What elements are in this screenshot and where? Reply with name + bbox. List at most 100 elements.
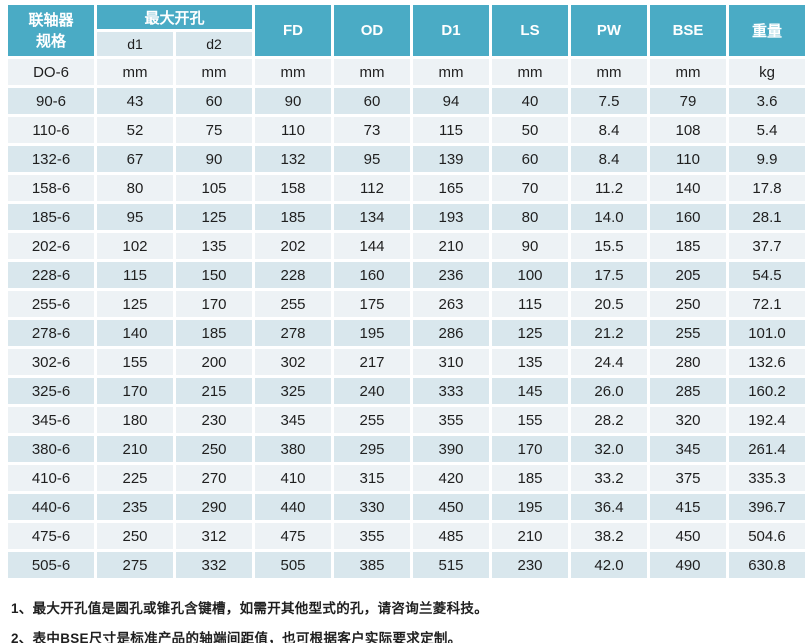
cell: 7.5 <box>571 88 647 114</box>
cell: 475 <box>255 523 331 549</box>
data-row-325-6: 325-6 170 215 325 240 333 145 26.0 285 160.2 <box>8 378 805 404</box>
cell: 115 <box>492 291 568 317</box>
cell: 333 <box>413 378 489 404</box>
cell: 325 <box>255 378 331 404</box>
cell: 100 <box>492 262 568 288</box>
row-label: 110-6 <box>8 117 94 143</box>
cell: 193 <box>413 204 489 230</box>
cell: 43 <box>97 88 173 114</box>
row-label: 278-6 <box>8 320 94 346</box>
cell: 332 <box>176 552 252 578</box>
cell: mm <box>97 59 173 85</box>
cell: 263 <box>413 291 489 317</box>
cell: 450 <box>650 523 726 549</box>
header-coupling-spec: 联轴器 规格 <box>8 5 94 56</box>
cell: 50 <box>492 117 568 143</box>
cell: 415 <box>650 494 726 520</box>
cell: 278 <box>255 320 331 346</box>
cell: 90 <box>176 146 252 172</box>
row-label: 505-6 <box>8 552 94 578</box>
cell: 505 <box>255 552 331 578</box>
cell: 101.0 <box>729 320 805 346</box>
row-label: 475-6 <box>8 523 94 549</box>
cell: 202 <box>255 233 331 259</box>
cell: 280 <box>650 349 726 375</box>
cell: 17.8 <box>729 175 805 201</box>
cell: 185 <box>255 204 331 230</box>
cell: 115 <box>413 117 489 143</box>
cell: 20.5 <box>571 291 647 317</box>
cell: 302 <box>255 349 331 375</box>
cell: 135 <box>492 349 568 375</box>
cell: 420 <box>413 465 489 491</box>
cell: 144 <box>334 233 410 259</box>
cell: 90 <box>255 88 331 114</box>
cell: 250 <box>97 523 173 549</box>
data-row-132-6: 132-6 67 90 132 95 139 60 8.4 110 9.9 <box>8 146 805 172</box>
cell: 215 <box>176 378 252 404</box>
cell: 205 <box>650 262 726 288</box>
data-row-202-6: 202-6 102 135 202 144 210 90 15.5 185 37.7 <box>8 233 805 259</box>
cell: 170 <box>176 291 252 317</box>
cell: 70 <box>492 175 568 201</box>
cell: 80 <box>97 175 173 201</box>
data-row-255-6: 255-6 125 170 255 175 263 115 20.5 250 72.1 <box>8 291 805 317</box>
cell: mm <box>571 59 647 85</box>
header-col-PW: PW <box>571 5 647 56</box>
note-1: 1、最大开孔值是圆孔或锥孔含键槽，如需开其他型式的孔，请咨询兰菱科技。 <box>11 601 489 616</box>
data-row-158-6: 158-6 80 105 158 112 165 70 11.2 140 17.8 <box>8 175 805 201</box>
cell: 261.4 <box>729 436 805 462</box>
cell: 8.4 <box>571 146 647 172</box>
cell: 94 <box>413 88 489 114</box>
cell: 396.7 <box>729 494 805 520</box>
header-col-D1: D1 <box>413 5 489 56</box>
cell: 275 <box>97 552 173 578</box>
header-d2: d2 <box>176 32 252 56</box>
cell: 504.6 <box>729 523 805 549</box>
cell: 36.4 <box>571 494 647 520</box>
cell: 60 <box>334 88 410 114</box>
cell: 515 <box>413 552 489 578</box>
cell: 185 <box>176 320 252 346</box>
cell: 250 <box>650 291 726 317</box>
header-row-2: d1 d2 <box>8 32 805 56</box>
cell: 73 <box>334 117 410 143</box>
cell: 217 <box>334 349 410 375</box>
cell: 32.0 <box>571 436 647 462</box>
data-row-345-6: 345-6 180 230 345 255 355 155 28.2 320 192.4 <box>8 407 805 433</box>
cell: 295 <box>334 436 410 462</box>
cell: 390 <box>413 436 489 462</box>
cell: 75 <box>176 117 252 143</box>
cell: 185 <box>650 233 726 259</box>
cell: 105 <box>176 175 252 201</box>
data-row-90-6: 90-6 43 60 90 60 94 40 7.5 79 3.6 <box>8 88 805 114</box>
cell: 134 <box>334 204 410 230</box>
cell: 26.0 <box>571 378 647 404</box>
cell: 210 <box>413 233 489 259</box>
cell: 165 <box>413 175 489 201</box>
cell: 485 <box>413 523 489 549</box>
row-label: 410-6 <box>8 465 94 491</box>
cell: 80 <box>492 204 568 230</box>
cell: 79 <box>650 88 726 114</box>
cell: 150 <box>176 262 252 288</box>
cell: 192.4 <box>729 407 805 433</box>
cell: 5.4 <box>729 117 805 143</box>
cell: kg <box>729 59 805 85</box>
cell: mm <box>413 59 489 85</box>
cell: 11.2 <box>571 175 647 201</box>
cell: 170 <box>492 436 568 462</box>
data-row-110-6: 110-6 52 75 110 73 115 50 8.4 108 5.4 <box>8 117 805 143</box>
data-row-475-6: 475-6 250 312 475 355 485 210 38.2 450 504.6 <box>8 523 805 549</box>
cell: mm <box>334 59 410 85</box>
row-label: 255-6 <box>8 291 94 317</box>
cell: 15.5 <box>571 233 647 259</box>
cell: 255 <box>650 320 726 346</box>
data-row-440-6: 440-6 235 290 440 330 450 195 36.4 415 396.7 <box>8 494 805 520</box>
cell: 52 <box>97 117 173 143</box>
data-row-228-6: 228-6 115 150 228 160 236 100 17.5 205 54.5 <box>8 262 805 288</box>
cell: 310 <box>413 349 489 375</box>
cell: 102 <box>97 233 173 259</box>
row-label: 185-6 <box>8 204 94 230</box>
